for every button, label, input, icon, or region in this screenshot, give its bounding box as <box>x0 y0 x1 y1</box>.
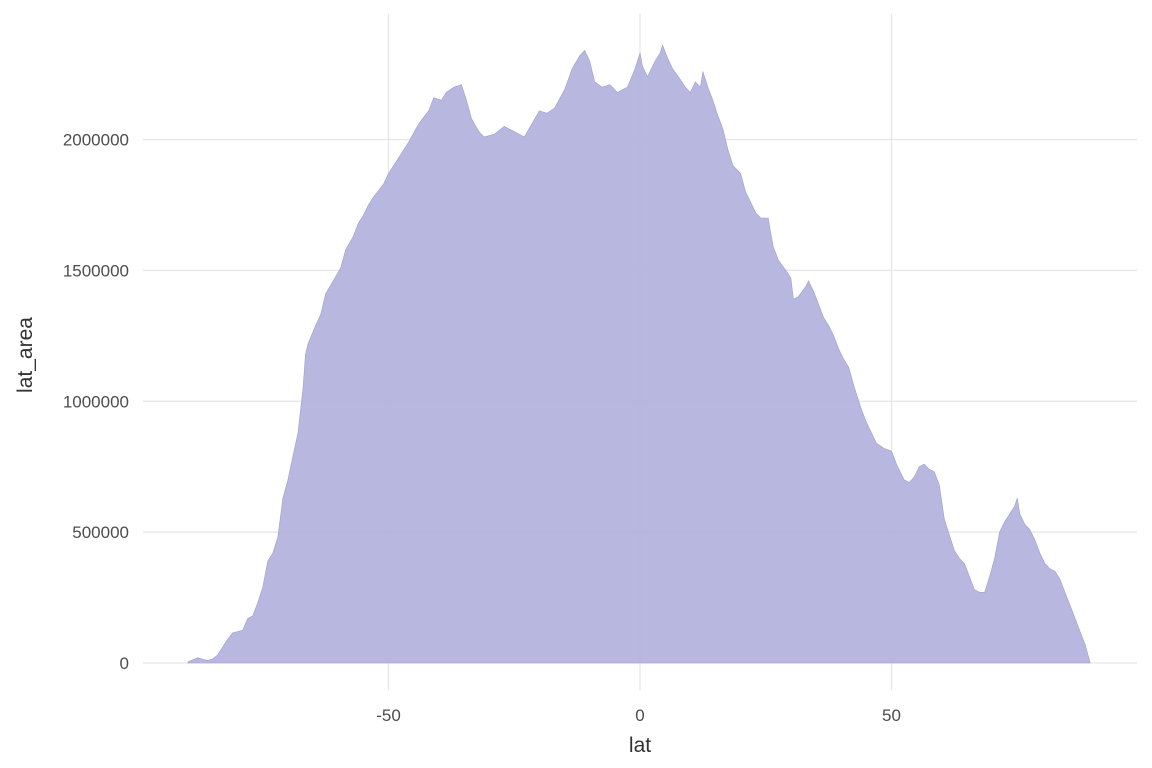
x-tick-label: -50 <box>376 706 401 725</box>
y-tick-label: 500000 <box>72 523 129 542</box>
x-tick-label: 0 <box>635 706 644 725</box>
y-tick-label: 1000000 <box>63 392 129 411</box>
y-axis-title: lat_area <box>14 317 37 393</box>
y-tick-label: 2000000 <box>63 131 129 150</box>
x-tick-label: 50 <box>882 706 901 725</box>
x-axis-title: lat <box>629 734 651 757</box>
x-axis-ticks: -50 0 50 <box>376 706 901 725</box>
area-series <box>187 44 1091 664</box>
y-axis-ticks: 0 500000 1000000 1500000 2000000 <box>63 131 129 673</box>
y-tick-label: 1500000 <box>63 261 129 280</box>
y-tick-label: 0 <box>120 654 129 673</box>
